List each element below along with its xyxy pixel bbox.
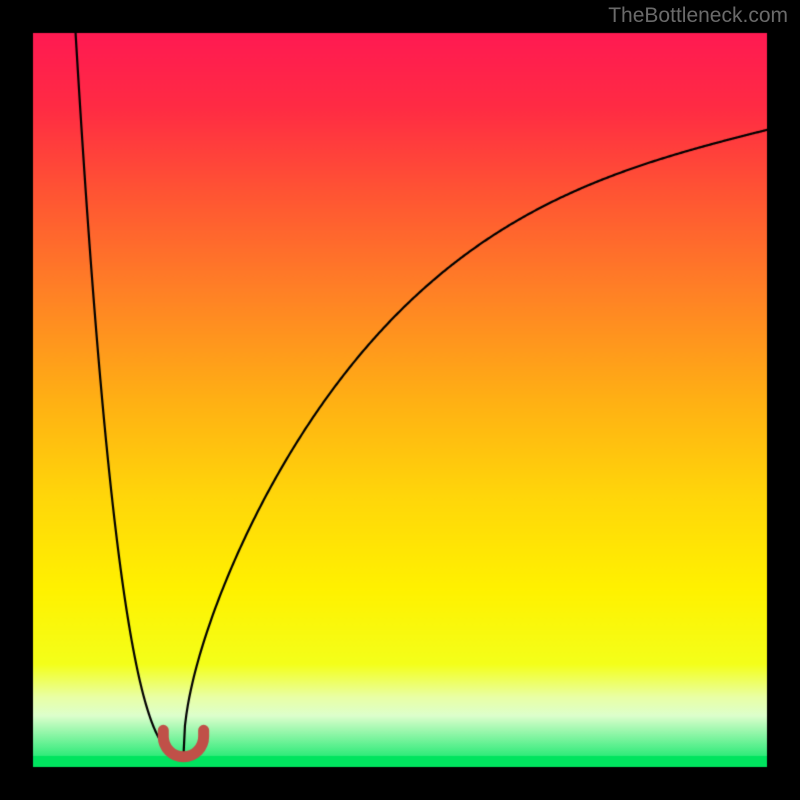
watermark-text: TheBottleneck.com bbox=[608, 4, 788, 28]
chart-stage: TheBottleneck.com bbox=[0, 0, 800, 800]
bottleneck-curve-plot bbox=[0, 0, 800, 800]
